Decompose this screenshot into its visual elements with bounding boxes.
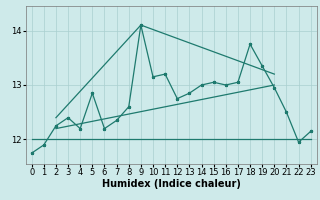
- X-axis label: Humidex (Indice chaleur): Humidex (Indice chaleur): [102, 179, 241, 189]
